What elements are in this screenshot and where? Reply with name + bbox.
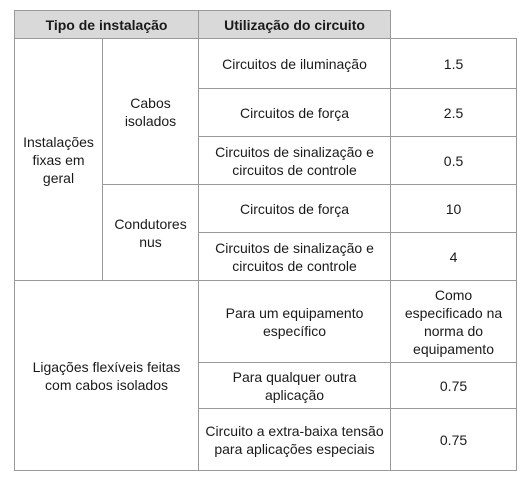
circuit-use: Circuitos de força	[198, 88, 392, 137]
installation-table: Tipo de instalação Utilização do circuit…	[13, 10, 518, 471]
section-value: 0.75	[390, 408, 518, 471]
circuit-use: Para qualquer outra aplicação	[198, 362, 392, 409]
circuit-use: Circuitos de sinalização e circuitos de …	[198, 232, 392, 281]
section-value: 0.75	[390, 362, 518, 409]
group-label: Instalações fixas em geral	[14, 38, 103, 281]
table-row: Circuito a extra-baixa tensão para aplic…	[15, 408, 518, 471]
header-blank	[390, 10, 517, 39]
section-value: 1.5	[390, 38, 518, 89]
table-body: Instalações fixas em geral Cabos isolados…	[13, 38, 518, 471]
section-value: 10	[390, 184, 518, 233]
table-row: Instalações fixas em geral Cabos isolados…	[14, 38, 518, 281]
table-row: Ligações flexíveis feitas com cabos isol…	[13, 280, 518, 471]
table-row: Circuitos de sinalização e circuitos de …	[15, 136, 518, 185]
circuit-use: Circuito a extra-baixa tensão para aplic…	[198, 408, 392, 471]
circuit-use: Para um equipamento específico	[198, 280, 392, 363]
header-cell: Tipo de instalação	[13, 10, 200, 39]
circuit-use: Circuitos de iluminação	[198, 38, 392, 89]
subgroup-label: Cabos isolados	[101, 38, 200, 185]
table-row: Para qualquer outra aplicação 0.75	[15, 362, 518, 409]
header-row: Tipo de instalação Utilização do circuit…	[13, 10, 517, 39]
header-cell: Utilização do circuito	[198, 10, 392, 39]
table-row: Condutores nus Circuitos de força 10	[15, 184, 518, 281]
table-row: Circuitos de força 2.5	[15, 88, 518, 137]
subgroup-label: Condutores nus	[101, 184, 200, 281]
circuit-use: Circuitos de sinalização e circuitos de …	[198, 136, 392, 185]
table-row: Circuitos de sinalização e circuitos de …	[15, 232, 518, 281]
group-label: Ligações flexíveis feitas com cabos isol…	[13, 280, 200, 471]
section-value: 2.5	[390, 88, 518, 137]
section-value: 4	[390, 232, 518, 281]
section-value: 0.5	[390, 136, 518, 185]
circuit-use: Circuitos de força	[198, 184, 392, 233]
section-value: Como especificado na norma do equipament…	[390, 280, 518, 363]
